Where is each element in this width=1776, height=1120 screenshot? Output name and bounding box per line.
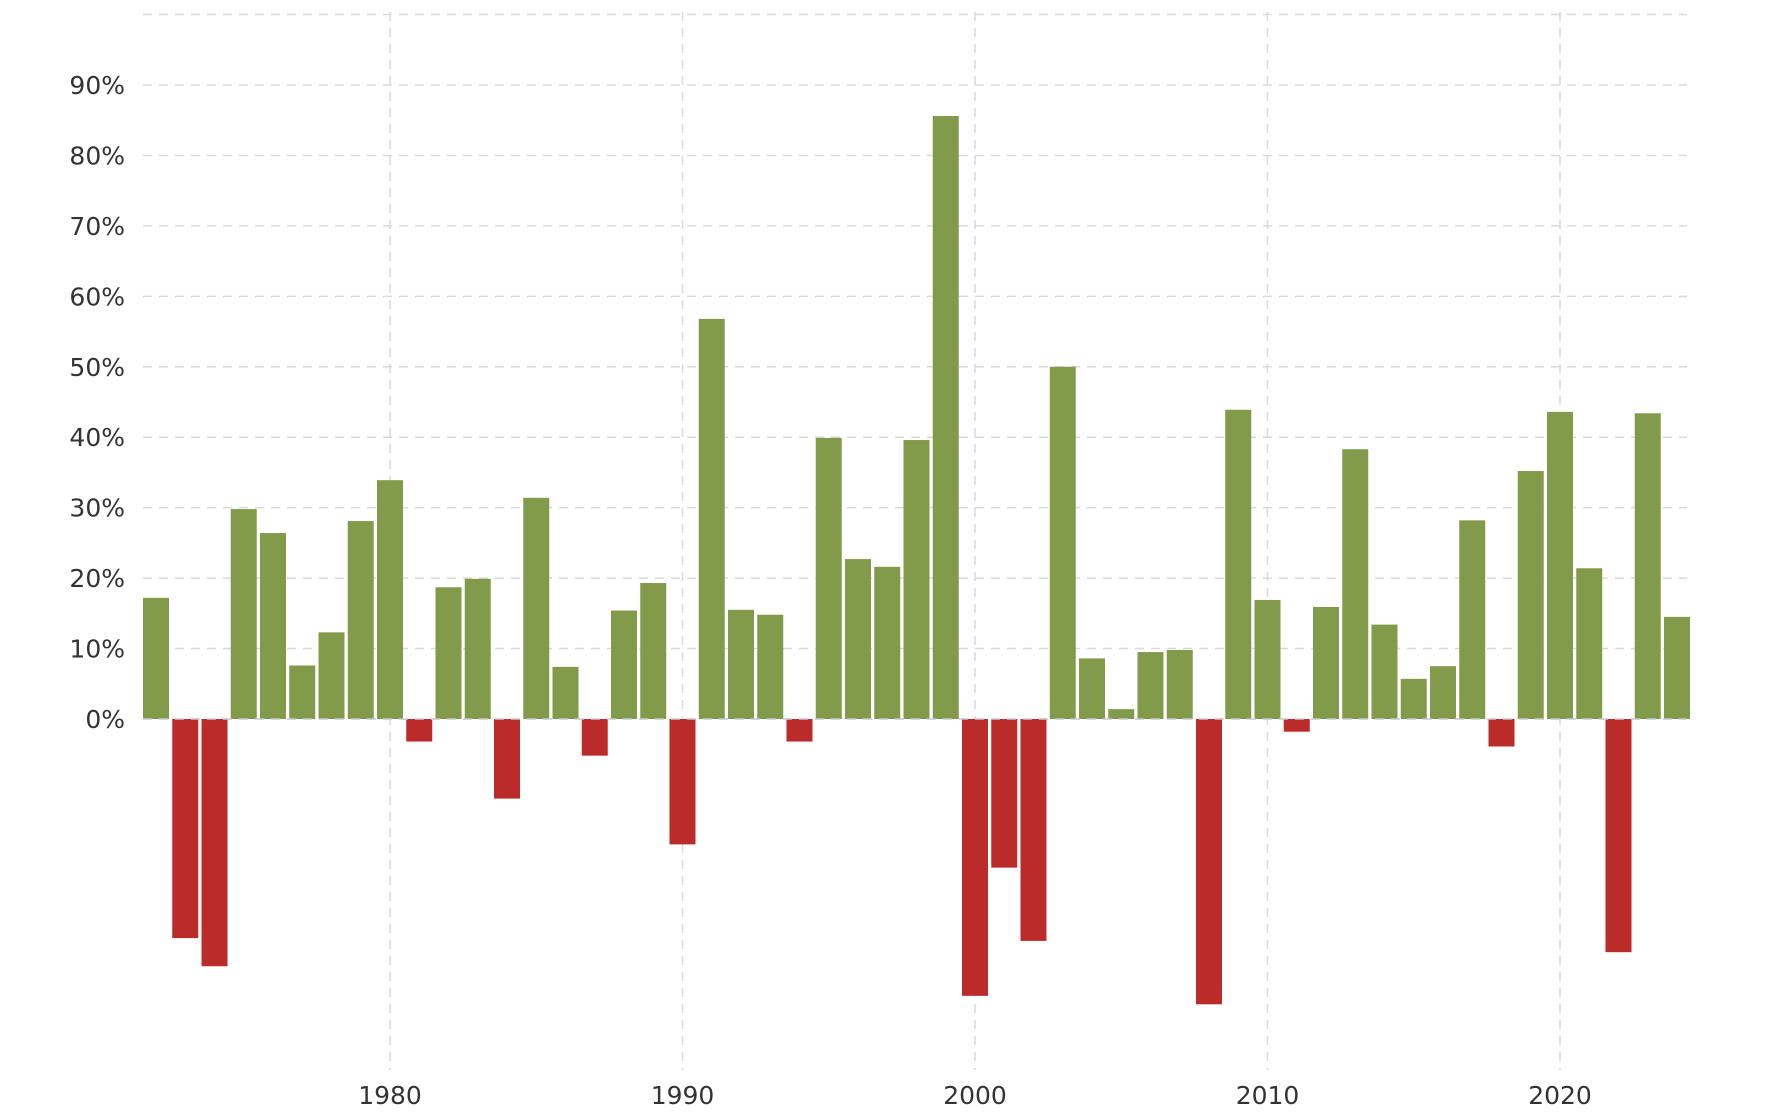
bar-2023[interactable] bbox=[1634, 413, 1661, 719]
bar-1973[interactable] bbox=[172, 719, 199, 939]
bar-1975[interactable] bbox=[230, 509, 257, 719]
y-tick-label: 60% bbox=[69, 282, 125, 311]
bar-2006[interactable] bbox=[1137, 652, 1164, 719]
bar-2000[interactable] bbox=[962, 719, 988, 996]
y-tick-label: 70% bbox=[69, 212, 125, 241]
bar-2014[interactable] bbox=[1371, 624, 1398, 719]
y-tick-label: 0% bbox=[85, 705, 125, 734]
bar-1991[interactable] bbox=[698, 318, 725, 719]
bar-1976[interactable] bbox=[260, 533, 286, 719]
bar-2019[interactable] bbox=[1517, 471, 1544, 719]
bar-2013[interactable] bbox=[1342, 449, 1369, 719]
y-tick-label: 50% bbox=[69, 353, 125, 382]
bar-2001[interactable] bbox=[991, 719, 1018, 868]
x-axis: 1980 1990 2000 2010 2020 bbox=[358, 1081, 1592, 1110]
x-tick-label: 2020 bbox=[1528, 1081, 1592, 1110]
bar-1995[interactable] bbox=[815, 437, 842, 719]
y-tick-label: 20% bbox=[69, 564, 125, 593]
bar-1974[interactable] bbox=[201, 719, 228, 967]
bar-1972[interactable] bbox=[143, 597, 169, 719]
bar-2003[interactable] bbox=[1049, 366, 1076, 719]
x-tick-label: 2010 bbox=[1236, 1081, 1300, 1110]
x-tick-label: 1980 bbox=[358, 1081, 422, 1110]
bar-1998[interactable] bbox=[903, 440, 930, 719]
bar-2017[interactable] bbox=[1459, 520, 1486, 719]
bar-2016[interactable] bbox=[1430, 666, 1456, 719]
bar-1986[interactable] bbox=[552, 666, 579, 719]
bar-1979[interactable] bbox=[347, 521, 374, 719]
y-tick-label: 80% bbox=[69, 141, 125, 170]
bar-1981[interactable] bbox=[406, 719, 433, 742]
bar-1992[interactable] bbox=[728, 609, 754, 719]
bar-2015[interactable] bbox=[1400, 678, 1427, 719]
x-tick-label: 1990 bbox=[651, 1081, 715, 1110]
bar-2020[interactable] bbox=[1547, 411, 1573, 719]
bar-1978[interactable] bbox=[318, 632, 345, 719]
bar-1994[interactable] bbox=[786, 719, 813, 742]
bar-1980[interactable] bbox=[377, 480, 403, 719]
bar-1996[interactable] bbox=[845, 559, 871, 719]
bar-2021[interactable] bbox=[1576, 568, 1603, 719]
bar-1985[interactable] bbox=[523, 497, 550, 719]
bar-2011[interactable] bbox=[1283, 719, 1310, 732]
y-tick-label: 90% bbox=[69, 71, 125, 100]
bar-2004[interactable] bbox=[1079, 658, 1105, 719]
bar-2008[interactable] bbox=[1196, 719, 1222, 1005]
bar-1989[interactable] bbox=[640, 583, 667, 719]
x-tick-label: 2000 bbox=[943, 1081, 1007, 1110]
bar-1999[interactable] bbox=[932, 116, 959, 719]
bar-2012[interactable] bbox=[1313, 606, 1339, 719]
bar-2018[interactable] bbox=[1488, 719, 1515, 747]
bar-2005[interactable] bbox=[1108, 709, 1135, 719]
bar-1977[interactable] bbox=[289, 665, 316, 719]
bar-1988[interactable] bbox=[611, 610, 637, 719]
bar-2009[interactable] bbox=[1225, 409, 1252, 719]
bar-2007[interactable] bbox=[1166, 649, 1193, 719]
bar-2010[interactable] bbox=[1254, 599, 1281, 719]
bar-1997[interactable] bbox=[874, 566, 901, 719]
bar-1983[interactable] bbox=[464, 578, 491, 719]
bar-2002[interactable] bbox=[1020, 719, 1047, 941]
y-axis: 0% 10% 20% 30% 40% 50% 60% 70% 80% 90% bbox=[69, 71, 125, 734]
bar-2022[interactable] bbox=[1605, 719, 1632, 953]
bar-1990[interactable] bbox=[669, 719, 696, 845]
bar-series bbox=[143, 116, 1690, 1005]
bar-1982[interactable] bbox=[435, 587, 462, 719]
bar-1984[interactable] bbox=[494, 719, 520, 799]
bar-1993[interactable] bbox=[757, 614, 784, 719]
y-tick-label: 30% bbox=[69, 494, 125, 523]
y-tick-label: 10% bbox=[69, 635, 125, 664]
bar-2024[interactable] bbox=[1664, 616, 1690, 719]
bar-1987[interactable] bbox=[581, 719, 608, 756]
y-tick-label: 40% bbox=[69, 423, 125, 452]
